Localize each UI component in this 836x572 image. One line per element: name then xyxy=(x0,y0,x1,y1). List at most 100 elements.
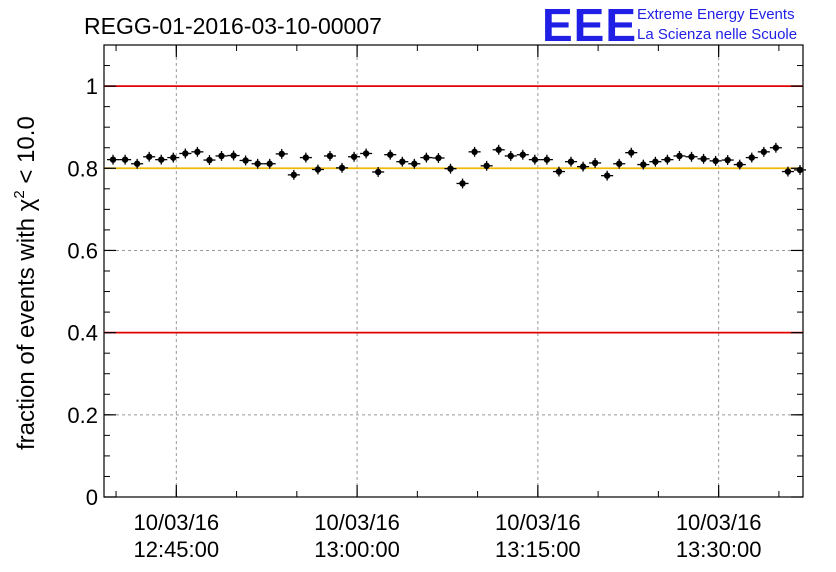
data-point xyxy=(275,148,288,159)
data-point xyxy=(733,159,746,170)
data-point xyxy=(757,146,770,157)
x-tick-label-date: 10/03/16 xyxy=(495,510,581,535)
y-tick-label: 0.4 xyxy=(67,321,98,346)
data-point xyxy=(155,154,168,165)
data-point xyxy=(685,151,698,162)
x-tick-label-date: 10/03/16 xyxy=(314,510,400,535)
point-marker xyxy=(712,157,719,165)
data-point xyxy=(480,160,493,171)
point-marker xyxy=(230,152,237,159)
point-marker xyxy=(242,157,249,164)
data-point xyxy=(263,158,276,169)
point-marker xyxy=(603,172,611,179)
reference-lines xyxy=(104,85,803,334)
data-point xyxy=(227,150,240,161)
data-point xyxy=(251,158,264,169)
eee-logo: EEE Extreme Energy Events La Scienza nel… xyxy=(542,0,797,51)
data-point xyxy=(348,151,361,162)
point-marker xyxy=(290,171,298,179)
point-marker xyxy=(471,148,478,156)
point-marker xyxy=(350,153,358,160)
data-point xyxy=(793,164,807,175)
data-point xyxy=(564,156,578,167)
data-point xyxy=(131,158,144,169)
point-marker xyxy=(170,154,177,161)
x-tick-label-time: 12:45:00 xyxy=(133,537,219,562)
y-axis-label-prefix: fraction of events with xyxy=(13,211,40,450)
data-point xyxy=(384,149,397,160)
y-tick-label: 0.2 xyxy=(67,403,98,428)
logo-line1: Extreme Energy Events xyxy=(637,6,795,23)
data-point xyxy=(745,152,758,163)
chart-title: REGG-01-2016-03-10-00007 xyxy=(84,13,382,39)
data-point xyxy=(601,170,614,181)
x-tick-label-date: 10/03/16 xyxy=(133,510,219,535)
point-marker xyxy=(254,160,261,167)
point-marker xyxy=(109,156,117,163)
point-marker xyxy=(302,154,310,161)
data-point xyxy=(396,156,409,167)
data-point xyxy=(179,148,192,159)
data-point xyxy=(769,142,782,153)
data-point xyxy=(143,151,156,162)
data-point xyxy=(372,167,385,177)
point-marker xyxy=(266,160,273,167)
data-point xyxy=(360,148,373,159)
data-points xyxy=(107,142,807,189)
data-point xyxy=(239,155,252,166)
x-tick-label-time: 13:30:00 xyxy=(676,537,762,562)
grid xyxy=(104,45,803,497)
logo-letters: EEE xyxy=(542,0,637,51)
point-marker xyxy=(616,160,623,167)
data-point xyxy=(516,149,529,160)
point-marker xyxy=(652,158,659,165)
point-marker xyxy=(182,150,189,157)
data-point xyxy=(552,166,565,177)
data-point xyxy=(709,155,722,166)
data-point xyxy=(649,156,662,167)
point-marker xyxy=(483,162,490,170)
point-marker xyxy=(495,146,502,153)
x-tick-label-time: 13:00:00 xyxy=(314,537,400,562)
data-point xyxy=(721,155,734,165)
point-marker xyxy=(278,150,285,158)
data-point xyxy=(119,154,132,165)
data-point xyxy=(468,146,481,157)
data-point xyxy=(299,152,312,163)
x-tick-label-time: 13:15:00 xyxy=(495,537,581,562)
y-axis-label-suffix: < 10.0 xyxy=(13,116,40,190)
point-marker xyxy=(121,156,129,163)
y-tick-label: 1 xyxy=(86,74,98,99)
point-marker xyxy=(387,151,394,158)
point-marker xyxy=(700,155,707,163)
point-marker xyxy=(435,154,442,162)
point-marker xyxy=(628,149,635,156)
data-point xyxy=(456,178,469,189)
data-point xyxy=(432,153,445,163)
y-axis-label-sup: 2 xyxy=(11,190,28,198)
point-marker xyxy=(411,160,418,167)
data-point xyxy=(661,154,674,165)
data-point xyxy=(613,158,626,169)
point-marker xyxy=(326,152,334,160)
point-marker xyxy=(399,158,406,165)
point-marker xyxy=(362,150,370,157)
point-marker xyxy=(676,152,683,160)
data-point xyxy=(504,151,517,161)
data-point xyxy=(444,163,457,174)
point-marker xyxy=(567,158,575,165)
data-point xyxy=(311,164,324,175)
y-axis-label: fraction of events with χ2 < 10.0 xyxy=(11,116,40,450)
point-marker xyxy=(796,166,804,174)
point-marker xyxy=(784,168,792,175)
y-axis-label-symbol: χ xyxy=(13,198,40,211)
plot-frame xyxy=(103,44,804,498)
point-marker xyxy=(772,144,780,151)
data-point xyxy=(191,146,204,157)
data-point xyxy=(203,155,216,165)
point-marker xyxy=(664,156,671,163)
data-point xyxy=(323,151,336,161)
point-marker xyxy=(579,163,587,170)
data-point xyxy=(625,147,638,158)
